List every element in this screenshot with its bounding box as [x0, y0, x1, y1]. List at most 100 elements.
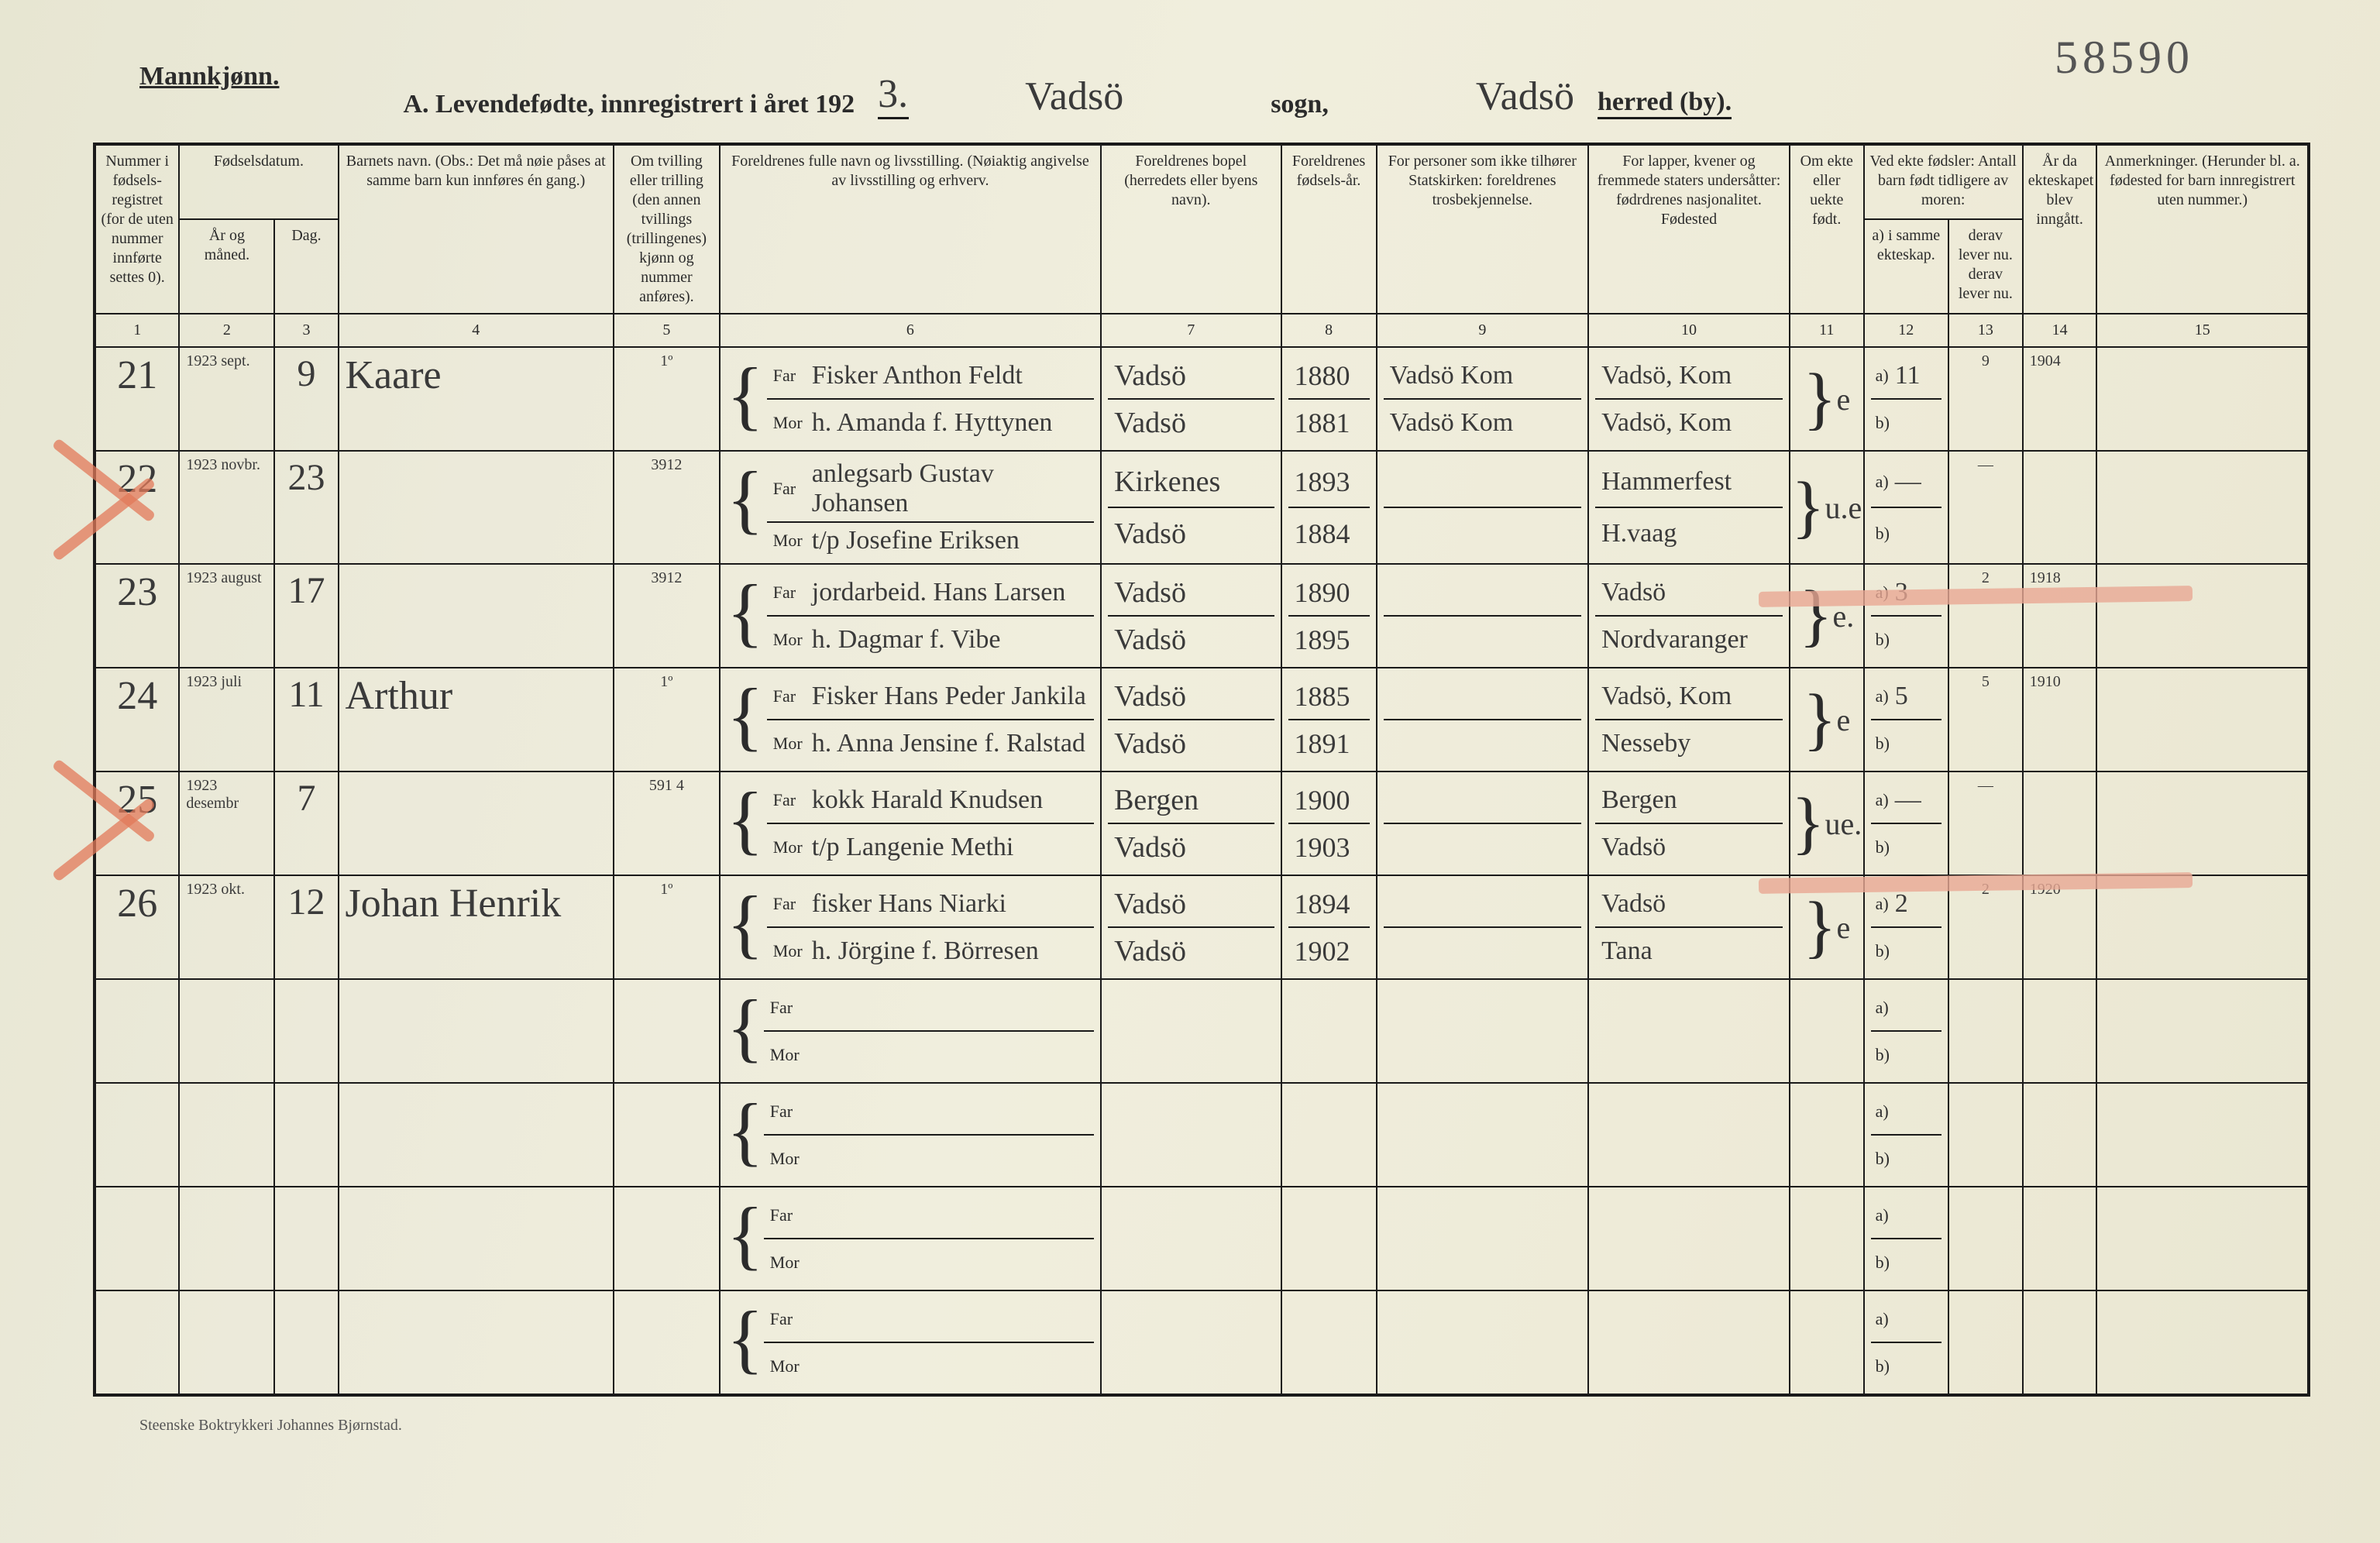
herred-value: Vadsö — [1476, 74, 1574, 119]
cell — [2096, 347, 2309, 451]
cell — [1588, 979, 1790, 1083]
table-row: 261923 okt.12Johan Henrik1º{Farfisker Ha… — [95, 875, 2309, 979]
cell — [339, 772, 614, 875]
cell — [339, 1290, 614, 1395]
cell — [1281, 1187, 1377, 1290]
cell: 1923 okt. — [179, 875, 274, 979]
cell — [1101, 1290, 1281, 1395]
cell: }e — [1790, 347, 1864, 451]
cell: 17 — [274, 564, 338, 668]
cell — [1377, 1187, 1588, 1290]
cell: KirkenesVadsö — [1101, 451, 1281, 564]
cell — [274, 1187, 338, 1290]
page: 58590 Mannkjønn. A. Levendefødte, innreg… — [0, 0, 2380, 1543]
cell — [1377, 668, 1588, 772]
cell: 18801881 — [1281, 347, 1377, 451]
cell — [1101, 979, 1281, 1083]
cell — [2023, 772, 2097, 875]
h-c4: Barnets navn. (Obs.: Det må nøie påses a… — [339, 144, 614, 314]
cell: {FarMor — [720, 1083, 1101, 1187]
cell: 1923 juli — [179, 668, 274, 772]
h-c11: Om ekte eller uekte født. — [1790, 144, 1864, 314]
cell — [614, 1290, 720, 1395]
cell: 9 — [274, 347, 338, 451]
cell: Vadsö, KomVadsö, Kom — [1588, 347, 1790, 451]
page-stamp: 58590 — [2055, 31, 2194, 84]
cell — [179, 1083, 274, 1187]
h-c6: Foreldrenes fulle navn og livsstilling. … — [720, 144, 1101, 314]
table-row: {FarMor a)b) — [95, 1083, 2309, 1187]
col-num: 12 — [1864, 314, 1948, 347]
cell — [1281, 979, 1377, 1083]
cell — [1790, 1290, 1864, 1395]
cell — [2096, 1187, 2309, 1290]
cell: — — [1948, 451, 2023, 564]
cell: 1920 — [2023, 875, 2097, 979]
cell: {FarFisker Hans Peder JankilaMorh. Anna … — [720, 668, 1101, 772]
col-num: 9 — [1377, 314, 1588, 347]
cell: 18941902 — [1281, 875, 1377, 979]
cell — [1588, 1083, 1790, 1187]
cell: a)b) — [1864, 1187, 1948, 1290]
cell: 22 — [95, 451, 179, 564]
cell — [1790, 1083, 1864, 1187]
cell — [2096, 1083, 2309, 1187]
cell: 11 — [274, 668, 338, 772]
cell — [1948, 1187, 2023, 1290]
cell: 26 — [95, 875, 179, 979]
sogn-word: sogn, — [1271, 90, 1329, 119]
cell — [95, 1290, 179, 1395]
cell: 1923 sept. — [179, 347, 274, 451]
cell — [95, 1187, 179, 1290]
table-row: 241923 juli11Arthur1º{FarFisker Hans Ped… — [95, 668, 2309, 772]
cell: a)5b) — [1864, 668, 1948, 772]
cell: 1º — [614, 668, 720, 772]
cell: VadsöVadsö — [1101, 668, 1281, 772]
cell — [2023, 979, 2097, 1083]
h-c14: År da ekteskapet blev inngått. — [2023, 144, 2097, 314]
cell: }ue. — [1790, 772, 1864, 875]
cell: 1923 novbr. — [179, 451, 274, 564]
cell — [2096, 564, 2309, 668]
h-c15: Anmerkninger. (Herunder bl. a. fødested … — [2096, 144, 2309, 314]
col-num: 2 — [179, 314, 274, 347]
cell: VadsöVadsö — [1101, 347, 1281, 451]
cell: }u.e — [1790, 451, 1864, 564]
table-head: Nummer i fødsels-registret (for de uten … — [95, 144, 2309, 347]
col-num: 1 — [95, 314, 179, 347]
footer-imprint: Steenske Boktrykkeri Johannes Bjørnstad. — [139, 1417, 2310, 1435]
col-num: 10 — [1588, 314, 1790, 347]
cell: BergenVadsö — [1101, 772, 1281, 875]
cell: 23 — [95, 564, 179, 668]
cell: 1918 — [2023, 564, 2097, 668]
header: Mannkjønn. A. Levendefødte, innregistrer… — [93, 46, 2310, 143]
col-number-row: 123456789101112131415 — [95, 314, 2309, 347]
cell: }e. — [1790, 564, 1864, 668]
cell — [274, 1083, 338, 1187]
cell: 24 — [95, 668, 179, 772]
cell: a)b) — [1864, 1083, 1948, 1187]
cell — [179, 1290, 274, 1395]
cell: 12 — [274, 875, 338, 979]
h-c2a: År og måned. — [179, 219, 274, 314]
cell: 25 — [95, 772, 179, 875]
cell — [179, 979, 274, 1083]
cell — [1948, 979, 2023, 1083]
table-body: 211923 sept.9Kaare1º{FarFisker Anthon Fe… — [95, 347, 2309, 1395]
cell — [2096, 979, 2309, 1083]
cell — [2096, 451, 2309, 564]
title-prefix: A. Levendefødte, innregistrert i året 19… — [403, 90, 855, 119]
cell: a)11b) — [1864, 347, 1948, 451]
col-num: 8 — [1281, 314, 1377, 347]
cell — [1377, 451, 1588, 564]
col-num: 14 — [2023, 314, 2097, 347]
cell — [1377, 1290, 1588, 1395]
col-num: 11 — [1790, 314, 1864, 347]
col-num: 5 — [614, 314, 720, 347]
table-row: {FarMora)b) — [95, 1290, 2309, 1395]
cell: 1º — [614, 347, 720, 451]
cell — [1281, 1083, 1377, 1187]
col-num: 15 — [2096, 314, 2309, 347]
cell: 18931884 — [1281, 451, 1377, 564]
cell — [1588, 1187, 1790, 1290]
